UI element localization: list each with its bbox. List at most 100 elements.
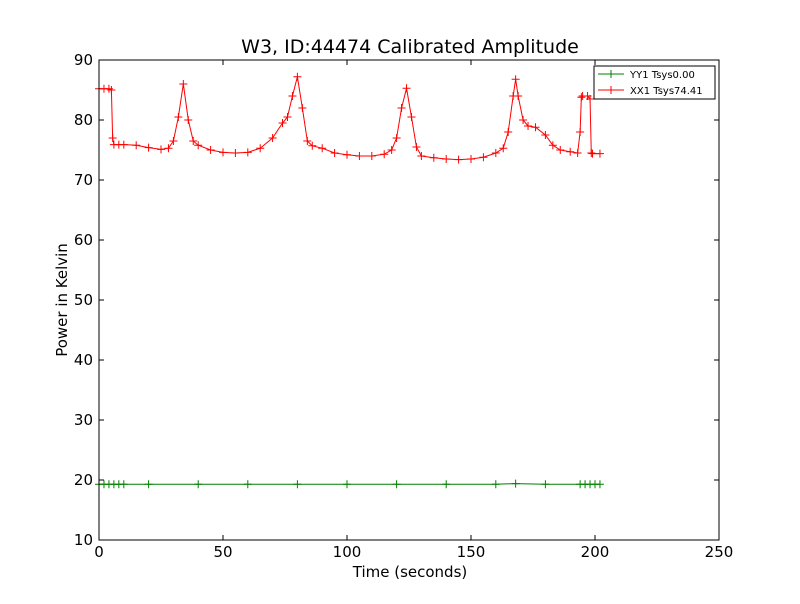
data-point [491, 149, 500, 157]
data-point [588, 149, 597, 158]
data-point [392, 134, 401, 142]
legend-label-1: XX1 Tsys74.41 [630, 86, 703, 97]
data-point [108, 134, 117, 142]
plot-area [99, 60, 719, 540]
data-point [107, 86, 116, 94]
data-point [318, 144, 327, 153]
data-point [402, 84, 411, 93]
data-point [595, 149, 604, 158]
legend: YY1 Tsys0.00 XX1 Tsys74.41 [593, 65, 716, 100]
data-point [330, 149, 339, 157]
data-point [531, 123, 540, 132]
data-point [283, 113, 292, 121]
data-point [219, 148, 227, 157]
y-tick-label: 30 [74, 411, 93, 429]
data-point [556, 146, 565, 154]
x-tick-label: 100 [333, 543, 362, 561]
data-point [504, 128, 513, 136]
y-tick-label: 50 [74, 291, 93, 309]
legend-box [593, 65, 716, 100]
data-point [293, 480, 302, 489]
data-point [303, 137, 312, 145]
legend-marker-1 [607, 86, 615, 94]
data-point [380, 150, 389, 159]
y-tick-label: 90 [74, 51, 93, 69]
data-point [467, 155, 475, 163]
data-point [392, 480, 401, 489]
data-point [184, 116, 193, 124]
legend-entry-0: YY1 Tsys0.00 [598, 70, 695, 81]
data-point [189, 137, 198, 145]
data-point [491, 480, 500, 489]
data-point [119, 480, 128, 489]
data-point [541, 131, 550, 139]
data-point [144, 480, 153, 489]
data-point [387, 146, 396, 154]
data-point [511, 75, 520, 84]
data-point [524, 122, 533, 130]
data-point [231, 149, 240, 157]
x-tick-label: 250 [705, 543, 734, 561]
data-point [577, 93, 586, 102]
data-point [454, 155, 463, 164]
data-point [541, 480, 550, 489]
x-tick-label: 0 [94, 543, 104, 561]
data-point [343, 150, 351, 159]
data-point [343, 480, 351, 489]
data-point [298, 104, 307, 112]
y-axis-label: Power in Kelvin [53, 243, 71, 357]
y-tick-label: 60 [74, 231, 93, 249]
data-point [288, 92, 297, 100]
y-tick-label: 40 [74, 351, 93, 369]
data-point [308, 141, 317, 150]
data-point [179, 80, 188, 88]
data-point [157, 145, 165, 154]
data-point [511, 479, 520, 488]
data-point [412, 143, 421, 151]
data-point [499, 144, 508, 153]
data-point [407, 113, 416, 121]
chart-title: W3, ID:44474 Calibrated Amplitude [241, 36, 579, 58]
data-point [397, 104, 406, 112]
data-point [417, 152, 426, 160]
data-point [429, 153, 438, 162]
data-point [164, 144, 173, 153]
data-point [206, 146, 215, 154]
data-point [174, 113, 183, 121]
data-point [442, 480, 451, 489]
data-point [355, 152, 364, 160]
data-point [479, 153, 488, 162]
data-point [367, 152, 376, 160]
data-point [576, 128, 585, 136]
data-point [586, 95, 595, 103]
data-point [519, 116, 528, 124]
y-tick-label: 10 [74, 531, 93, 549]
data-point [573, 149, 582, 157]
data-point [548, 141, 557, 150]
data-point [169, 137, 178, 145]
data-point [144, 143, 153, 152]
x-tick-label: 50 [213, 543, 232, 561]
legend-marker-0 [607, 70, 615, 78]
legend-label-0: YY1 Tsys0.00 [629, 70, 695, 81]
data-point [194, 480, 203, 489]
data-point [132, 141, 141, 150]
x-axis-label: Time (seconds) [352, 563, 468, 581]
series-1 [95, 72, 604, 164]
data-point [243, 480, 252, 489]
data-point [243, 148, 252, 157]
y-tick-label: 80 [74, 111, 93, 129]
legend-entry-1: XX1 Tsys74.41 [598, 86, 703, 97]
data-point [442, 155, 451, 163]
data-point [256, 144, 265, 153]
data-point [278, 119, 287, 127]
data-point [587, 149, 596, 157]
data-point [194, 141, 203, 150]
data-point [268, 134, 277, 142]
y-tick-label: 20 [74, 471, 93, 489]
x-tick-label: 200 [581, 543, 610, 561]
data-point [119, 140, 128, 149]
data-point [566, 147, 575, 156]
